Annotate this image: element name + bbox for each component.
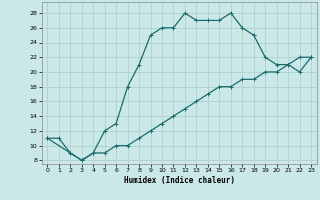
X-axis label: Humidex (Indice chaleur): Humidex (Indice chaleur)	[124, 176, 235, 185]
